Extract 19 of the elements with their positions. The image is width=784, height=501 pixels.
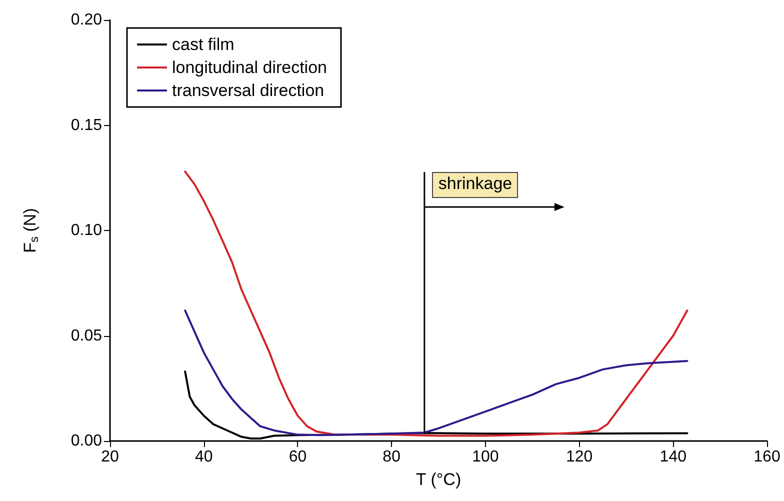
y-axis-title: Fs (N) (20, 208, 41, 253)
x-tick-label: 60 (288, 448, 307, 466)
legend-label: longitudinal direction (172, 58, 327, 77)
x-tick-label: 20 (101, 448, 119, 466)
x-tick-label: 140 (660, 448, 687, 466)
x-tick-label: 100 (472, 448, 499, 466)
legend-label: transversal direction (172, 81, 324, 100)
x-axis-title: T (°C) (416, 470, 462, 489)
x-tick-label: 120 (566, 448, 593, 466)
x-tick-label: 160 (754, 448, 780, 466)
x-tick-label: 40 (194, 448, 213, 466)
x-tick-label: 80 (382, 448, 401, 466)
y-tick-label: 0.05 (70, 327, 102, 344)
legend-label: cast film (172, 35, 234, 54)
y-tick-label: 0.20 (70, 12, 102, 28)
y-tick-label: 0.10 (70, 222, 102, 239)
ref-line-label: shrinkage (432, 172, 518, 198)
y-tick-label: 0.00 (70, 432, 102, 450)
y-tick-label: 0.15 (70, 116, 102, 134)
